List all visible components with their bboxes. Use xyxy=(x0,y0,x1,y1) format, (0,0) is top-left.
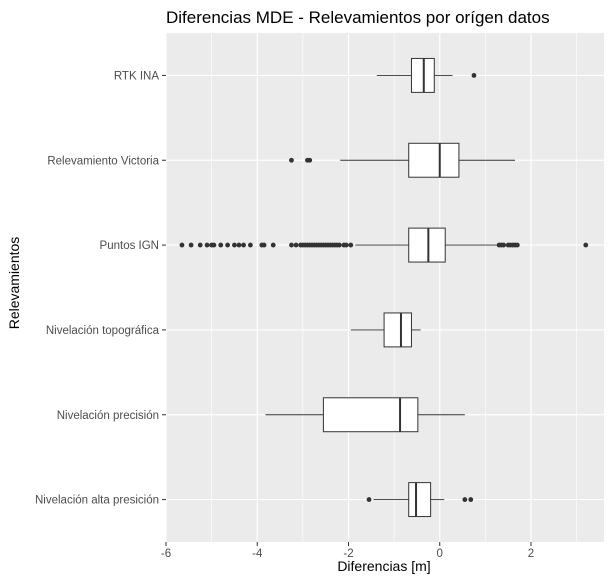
outlier-point xyxy=(583,242,589,248)
outlier-point xyxy=(211,242,217,248)
outlier-point xyxy=(248,242,253,248)
box-6 xyxy=(366,482,474,518)
box-1 xyxy=(376,57,477,93)
outlier-point xyxy=(197,242,203,248)
x-tick-label: -6 xyxy=(161,548,171,560)
x-tick-label: -4 xyxy=(252,548,263,560)
chart-title: Diferencias MDE - Relevamientos por oríg… xyxy=(166,8,550,27)
outlier-point xyxy=(471,73,477,78)
box-iqr xyxy=(408,482,432,518)
outlier-point xyxy=(232,242,237,248)
minor-gridlines xyxy=(211,33,577,542)
outlier-point xyxy=(289,242,294,248)
x-tick-label: 2 xyxy=(528,548,534,560)
outlier-point xyxy=(462,497,468,502)
y-tick-label: Nivelación topográfica xyxy=(46,325,160,337)
box-iqr xyxy=(383,312,412,348)
outlier-point xyxy=(241,242,246,248)
box-iqr xyxy=(408,142,460,178)
outlier-point xyxy=(236,242,242,248)
y-tick-label: RTK INA xyxy=(114,70,159,82)
outlier-point xyxy=(270,242,276,248)
outlier-point xyxy=(188,242,194,248)
outlier-point xyxy=(218,242,224,248)
y-tick-label: Puntos IGN xyxy=(100,240,159,252)
box-iqr xyxy=(322,397,419,433)
outlier-point xyxy=(514,242,520,248)
box-2 xyxy=(289,142,516,178)
outlier-point xyxy=(225,242,230,248)
outlier-point xyxy=(348,242,354,248)
boxes-layer xyxy=(179,57,589,518)
x-axis: -6 -4 -2 0 2 xyxy=(161,542,534,560)
outlier-point xyxy=(289,157,294,163)
y-tick-label: Nivelación precisión xyxy=(57,410,159,422)
box-5 xyxy=(265,397,465,433)
x-axis-title: Diferencias [m] xyxy=(337,558,430,574)
box-iqr xyxy=(408,227,446,263)
box-3 xyxy=(179,227,589,263)
x-tick-label: 0 xyxy=(437,548,443,560)
outlier-point xyxy=(336,242,342,248)
outlier-point xyxy=(468,497,474,502)
box-4 xyxy=(350,312,421,348)
outlier-point xyxy=(343,242,349,248)
outlier-point xyxy=(307,157,313,163)
outlier-point xyxy=(204,242,210,248)
y-axis-title: Relevamientos xyxy=(6,237,22,330)
outlier-point xyxy=(501,242,507,248)
y-tick-label: Relevamiento Victoria xyxy=(47,155,159,167)
y-axis: RTK INA Relevamiento Victoria Puntos IGN Ni… xyxy=(35,70,166,507)
x-tick-label: -2 xyxy=(343,548,353,560)
outlier-point xyxy=(261,242,267,248)
y-tick-label: Nivelación alta presición xyxy=(35,495,159,507)
outlier-point xyxy=(293,242,299,248)
plot-panel xyxy=(166,33,604,542)
outlier-point xyxy=(179,242,185,248)
outlier-point xyxy=(366,497,372,502)
